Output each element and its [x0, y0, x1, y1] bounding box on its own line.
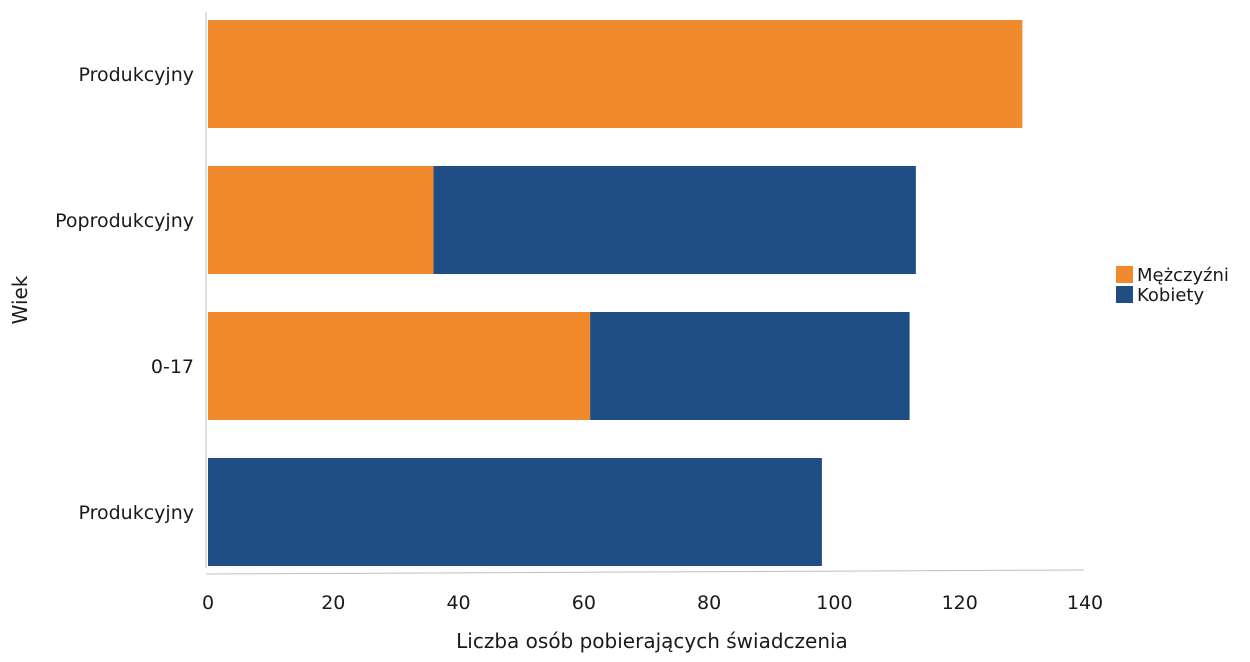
bar-mezczyzni-2 — [208, 312, 591, 420]
x-axis-title: Liczba osób pobierających świadczenia — [456, 629, 848, 653]
category-label-2: 0-17 — [151, 356, 194, 378]
bar-mezczyzni-0 — [208, 20, 1023, 128]
category-labels: Produkcyjny Poprodukcyjny 0-17 Produkcyjny — [55, 64, 194, 524]
x-axis-line — [205, 569, 1085, 575]
x-tick-labels: 0 20 40 60 80 100 120 140 — [202, 592, 1103, 614]
x-tick-label-120: 120 — [942, 592, 978, 614]
bar-kobiety-3 — [208, 458, 822, 566]
category-label-3: Produkcyjny — [78, 502, 194, 524]
bar-kobiety-2 — [590, 312, 910, 420]
category-label-1: Poprodukcyjny — [55, 210, 194, 232]
bar-mezczyzni-1 — [208, 166, 434, 274]
legend-swatch-0 — [1116, 266, 1133, 283]
bar-kobiety-1 — [433, 166, 916, 274]
x-tick-label-140: 140 — [1067, 592, 1103, 614]
x-tick-label-0: 0 — [202, 592, 214, 614]
x-tick-label-40: 40 — [446, 592, 470, 614]
x-tick-label-80: 80 — [697, 592, 721, 614]
x-tick-label-100: 100 — [816, 592, 852, 614]
legend-label-0: Mężczyźni — [1137, 265, 1229, 286]
x-tick-label-20: 20 — [321, 592, 345, 614]
category-label-0: Produkcyjny — [78, 64, 194, 86]
bars-layer — [208, 20, 1023, 566]
x-tick-label-60: 60 — [572, 592, 596, 614]
legend-swatch-1 — [1116, 286, 1133, 303]
y-axis-title: Wiek — [8, 275, 32, 324]
legend-label-1: Kobiety — [1137, 285, 1204, 306]
